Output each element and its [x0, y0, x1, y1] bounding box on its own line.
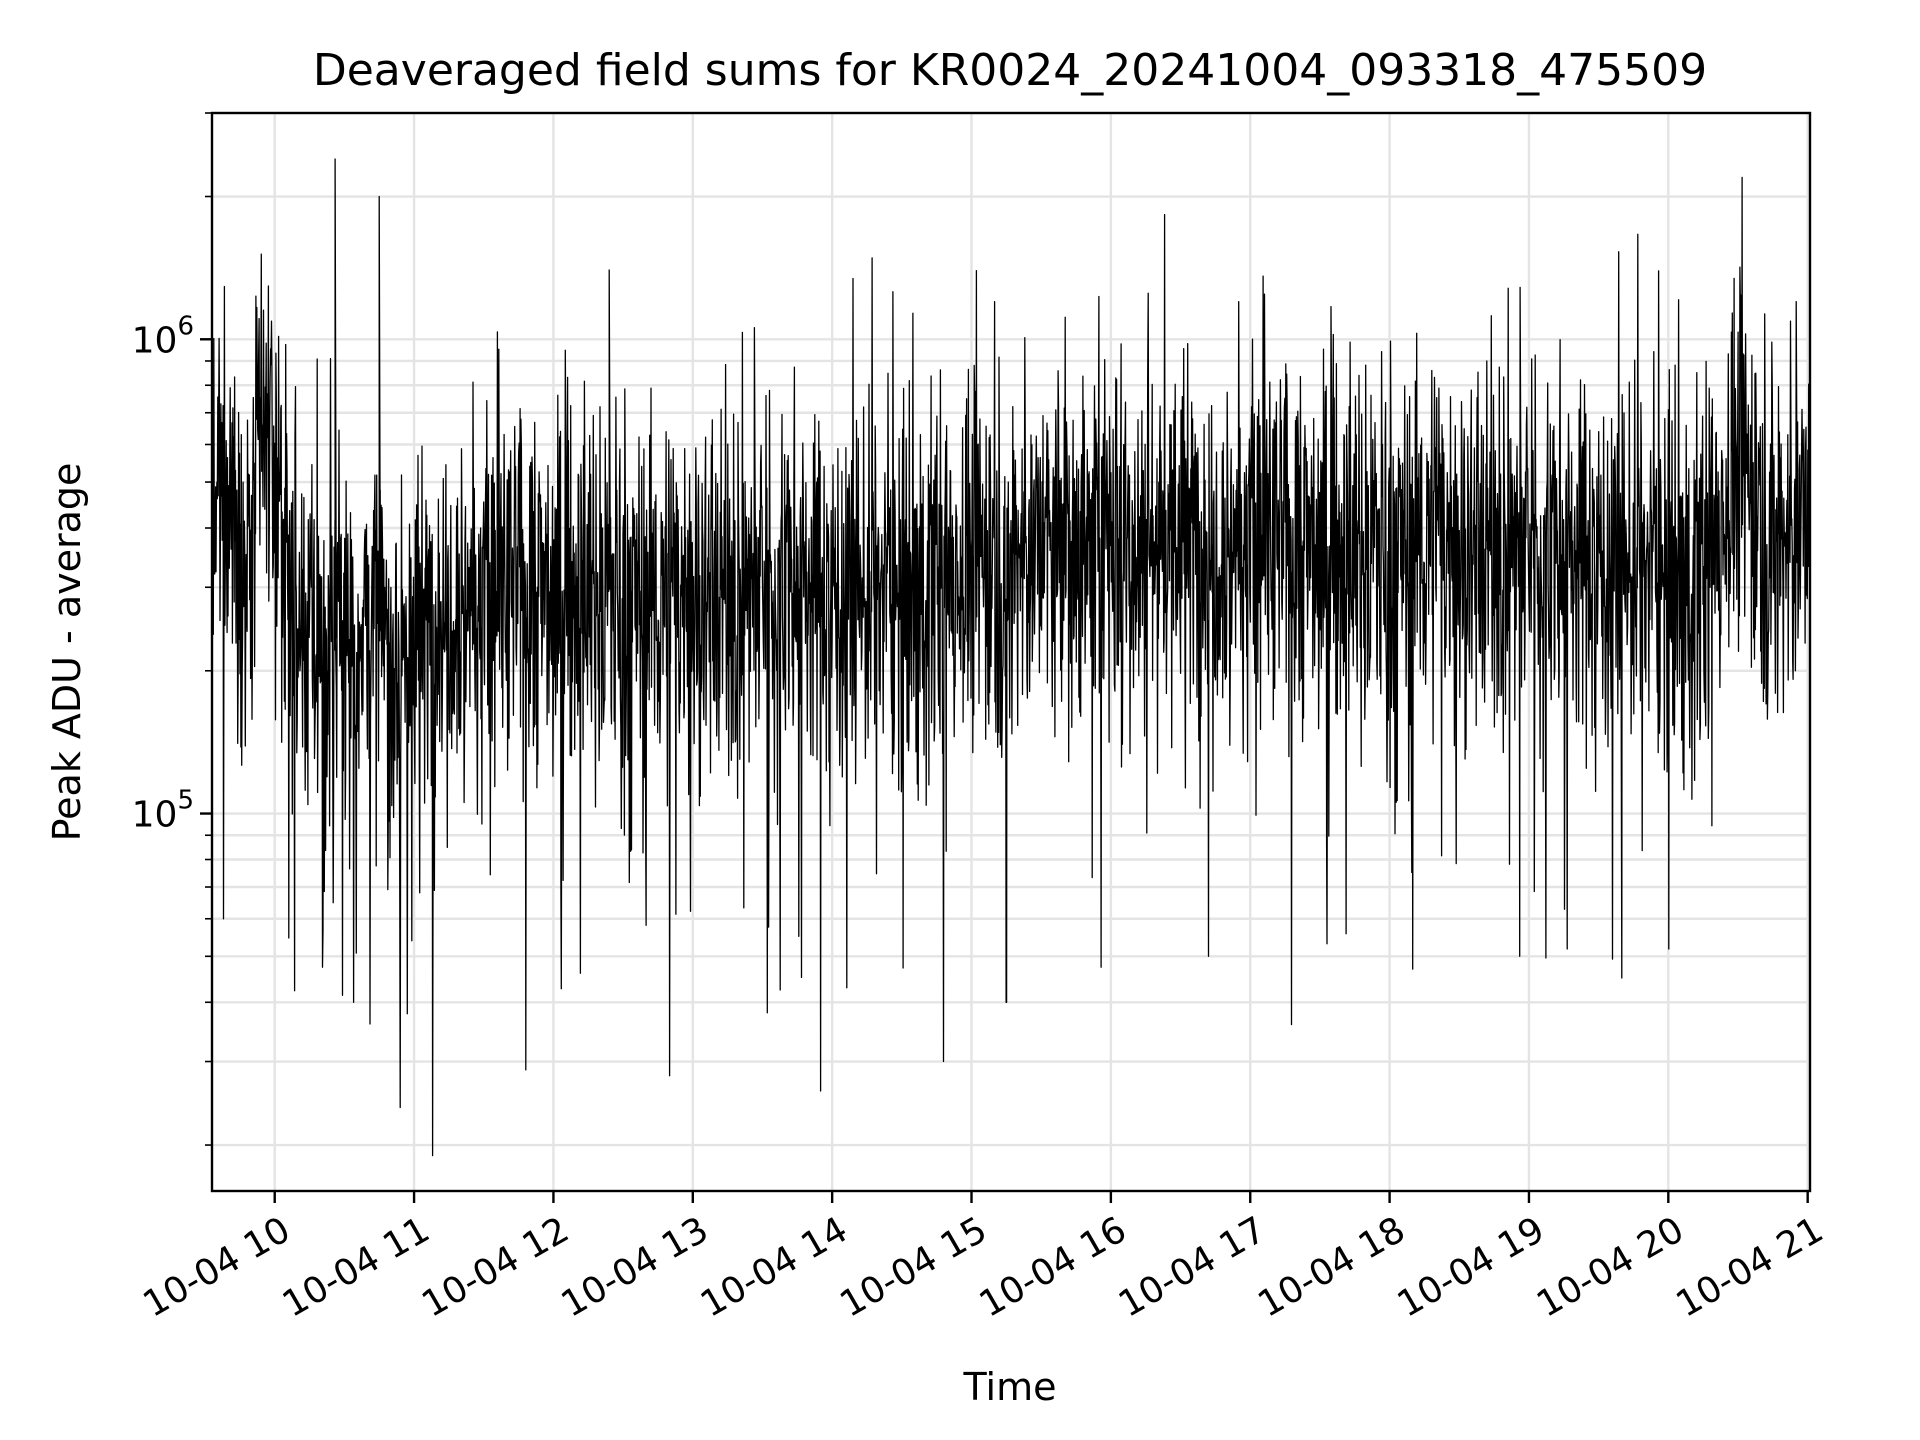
x-tick-label: 10-04 20	[1530, 1209, 1691, 1325]
x-tick-label: 10-04 21	[1670, 1209, 1831, 1325]
y-tick-label: 105	[132, 786, 194, 836]
x-tick-label: 10-04 11	[276, 1209, 437, 1325]
x-tick-label: 10-04 10	[137, 1209, 298, 1325]
y-tick-label: 106	[132, 311, 194, 361]
x-tick-label: 10-04 16	[973, 1209, 1134, 1325]
x-tick-label: 10-04 12	[415, 1209, 576, 1325]
data-series-line	[212, 158, 1810, 1157]
plot-frame	[210, 111, 1812, 1193]
x-tick-label: 10-04 18	[1251, 1209, 1412, 1325]
chart-title: Deaveraged field sums for KR0024_2024100…	[313, 45, 1707, 96]
y-tick-label-exponent: 5	[177, 786, 194, 816]
x-tick-label: 10-04 14	[694, 1209, 855, 1325]
x-tick-label: 10-04 17	[1112, 1209, 1273, 1325]
y-tick-label-base: 10	[132, 795, 178, 836]
y-tick-label-base: 10	[132, 320, 178, 361]
x-axis-label: Time	[963, 1365, 1057, 1409]
y-tick-label-exponent: 6	[177, 311, 194, 341]
x-tick-label: 10-04 19	[1391, 1209, 1552, 1325]
x-tick-label: 10-04 13	[555, 1209, 716, 1325]
x-tick-label: 10-04 15	[833, 1209, 994, 1325]
y-axis-label: Peak ADU - average	[45, 463, 89, 842]
